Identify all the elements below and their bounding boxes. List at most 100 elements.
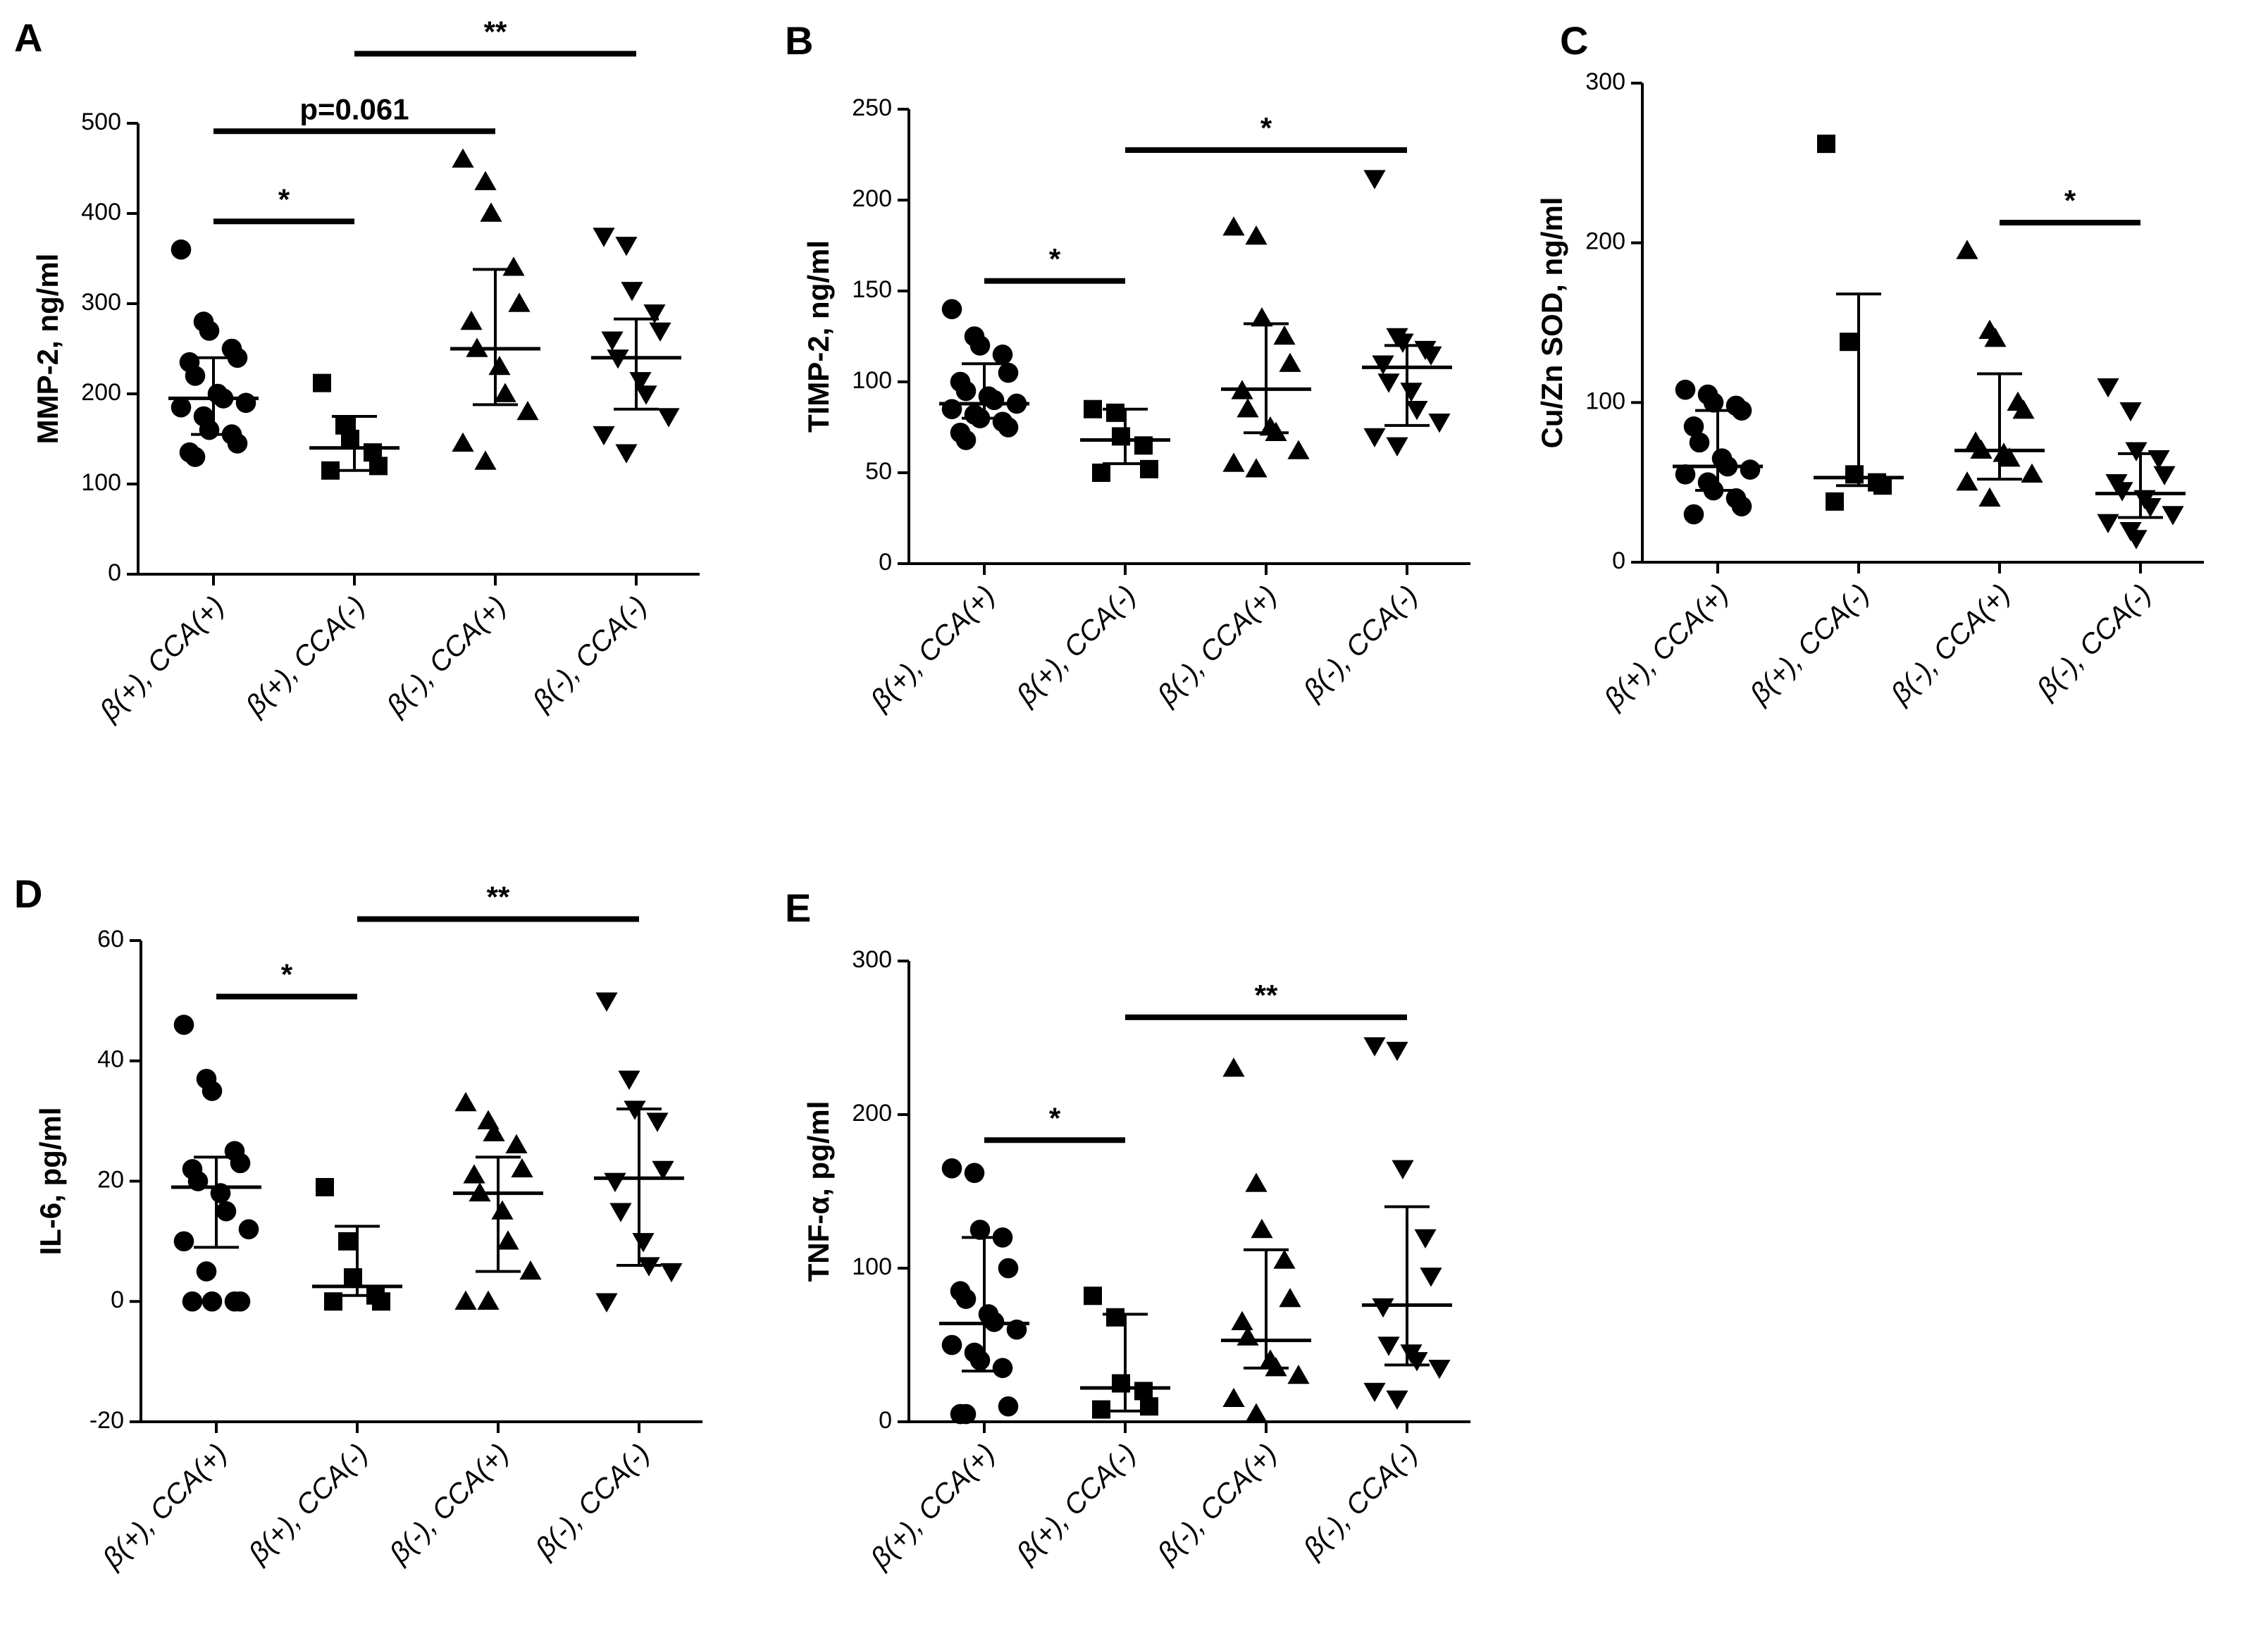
y-axis-label: Cu/Zn SOD, ng/ml <box>1535 197 1568 449</box>
point <box>615 444 638 464</box>
significance-label: * <box>1049 242 1061 275</box>
point <box>216 1201 237 1222</box>
y-tick-label: 100 <box>81 469 121 496</box>
point <box>202 1081 223 1101</box>
x-tick-label: β(-), CCA(+) <box>383 1438 515 1570</box>
point <box>508 292 531 312</box>
point <box>601 331 624 351</box>
point <box>941 1158 962 1179</box>
point <box>615 237 638 256</box>
panel-label: B <box>785 18 813 63</box>
x-tick-label: β(+), CCA(-) <box>242 1438 374 1570</box>
point <box>369 457 388 476</box>
point <box>2153 466 2176 485</box>
panel-label: D <box>14 872 42 916</box>
point <box>488 356 511 376</box>
point <box>494 383 516 402</box>
point <box>338 1232 357 1251</box>
point <box>1392 1160 1414 1179</box>
point <box>1377 1337 1400 1356</box>
point <box>1817 135 1835 154</box>
point <box>998 1396 1019 1417</box>
point <box>1222 1058 1245 1077</box>
point <box>511 1158 533 1178</box>
point <box>1245 225 1268 245</box>
point <box>1731 400 1752 421</box>
point <box>1420 346 1442 366</box>
point <box>1092 1400 1110 1419</box>
point <box>173 1231 194 1252</box>
point <box>646 1112 669 1132</box>
point <box>173 1015 194 1035</box>
point <box>1386 437 1408 457</box>
point <box>1287 440 1310 459</box>
point <box>1363 1382 1386 1402</box>
y-tick-label: 0 <box>879 549 892 576</box>
point <box>2119 402 2142 422</box>
point <box>1406 401 1428 421</box>
point <box>632 1233 655 1253</box>
point <box>199 419 220 440</box>
point <box>657 408 680 428</box>
y-axis-label: TIMP-2, ng/ml <box>802 240 835 433</box>
point <box>477 1290 500 1310</box>
point <box>1675 464 1696 485</box>
point <box>992 345 1013 365</box>
y-tick-label: 50 <box>865 458 892 485</box>
y-tick-label: 0 <box>879 1407 892 1434</box>
point <box>182 1291 203 1312</box>
point <box>185 447 206 467</box>
point <box>1287 1365 1310 1384</box>
panel-label: A <box>14 16 42 60</box>
x-tick-label: β(-), CCA(+) <box>1151 580 1283 712</box>
point <box>1363 170 1386 190</box>
point <box>1134 1382 1153 1401</box>
point <box>1731 496 1752 516</box>
y-tick-label: 300 <box>81 289 121 316</box>
point <box>1273 325 1296 345</box>
point <box>1112 1374 1130 1393</box>
x-tick-label: β(-), CCA(-) <box>2031 578 2157 705</box>
point <box>2097 514 2119 533</box>
point <box>1984 328 2007 347</box>
y-axis-label: MMP-2, ng/ml <box>31 254 64 445</box>
x-tick-label: β(+), CCA(-) <box>1744 578 1876 710</box>
y-tick-label: 300 <box>852 946 892 973</box>
y-tick-label: 100 <box>852 1253 892 1280</box>
y-tick-label: 20 <box>97 1166 124 1193</box>
point <box>1420 1267 1442 1287</box>
significance-label: * <box>1260 111 1272 144</box>
point <box>955 380 977 402</box>
x-tick-label: β(+), CCA(+) <box>865 580 1001 717</box>
point <box>344 1268 362 1287</box>
point <box>313 373 331 392</box>
point <box>454 1091 477 1112</box>
y-tick-label: 0 <box>1612 547 1625 574</box>
point <box>1237 398 1259 418</box>
x-tick-label: β(+), CCA(+) <box>94 590 230 727</box>
x-tick-label: β(+), CCA(-) <box>1010 580 1142 712</box>
y-axis-label: IL-6, pg/ml <box>34 1108 67 1256</box>
point <box>1998 447 2021 467</box>
point <box>1386 1390 1408 1410</box>
y-tick-label: 100 <box>1585 388 1625 414</box>
point <box>1428 414 1451 433</box>
significance-label: ** <box>484 15 507 48</box>
point <box>1222 1387 1245 1407</box>
point <box>1245 458 1268 478</box>
point <box>316 1178 334 1197</box>
point <box>1703 392 1724 413</box>
point <box>2021 463 2043 483</box>
point <box>171 397 192 418</box>
y-tick-label: 150 <box>852 276 892 303</box>
point <box>941 299 962 320</box>
point <box>1251 307 1273 327</box>
point <box>941 1334 962 1356</box>
point <box>1222 452 1245 472</box>
point <box>1273 1249 1296 1269</box>
point <box>454 1290 477 1310</box>
y-tick-label: 400 <box>81 199 121 225</box>
point <box>519 1260 542 1280</box>
point <box>516 401 539 421</box>
point <box>2125 530 2148 550</box>
